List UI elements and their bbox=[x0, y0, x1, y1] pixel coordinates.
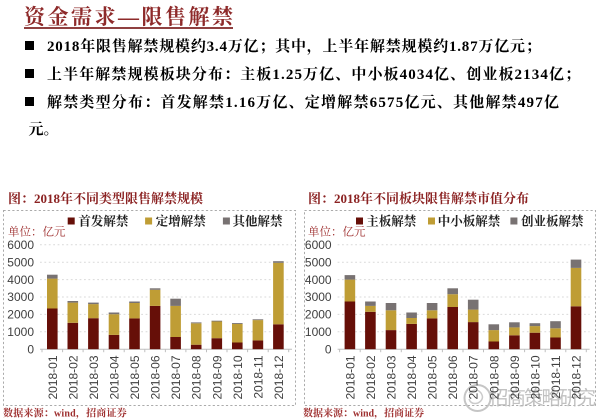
svg-text:2018-05: 2018-05 bbox=[128, 355, 142, 399]
svg-text:2018-04: 2018-04 bbox=[405, 355, 419, 399]
svg-text:单位：亿元: 单位：亿元 bbox=[8, 226, 66, 239]
svg-text:定增解禁: 定增解禁 bbox=[156, 214, 207, 229]
svg-text:其他解禁: 其他解禁 bbox=[233, 214, 284, 229]
svg-text:2018-06: 2018-06 bbox=[446, 355, 460, 399]
svg-text:0: 0 bbox=[27, 342, 34, 356]
svg-text:数据来源：wind，招商证券: 数据来源：wind，招商证券 bbox=[3, 407, 127, 419]
svg-text:6000: 6000 bbox=[7, 238, 34, 252]
svg-text:6000: 6000 bbox=[305, 238, 332, 252]
svg-text:2018-10: 2018-10 bbox=[528, 355, 542, 399]
svg-text:招商策略研究: 招商策略研究 bbox=[489, 388, 596, 410]
svg-text:1000: 1000 bbox=[7, 325, 34, 339]
svg-text:2018-08: 2018-08 bbox=[487, 355, 501, 399]
svg-text:3000: 3000 bbox=[305, 290, 332, 304]
svg-text:2018-08: 2018-08 bbox=[190, 355, 204, 399]
svg-text:1000: 1000 bbox=[305, 325, 332, 339]
svg-text:2018-01: 2018-01 bbox=[46, 355, 60, 399]
svg-text:2000: 2000 bbox=[305, 308, 332, 322]
svg-text:5000: 5000 bbox=[305, 255, 332, 269]
svg-text:2018-02: 2018-02 bbox=[66, 355, 80, 399]
svg-text:2000: 2000 bbox=[7, 308, 34, 322]
svg-text:2018-10: 2018-10 bbox=[231, 355, 245, 399]
svg-text:2018-12: 2018-12 bbox=[272, 355, 286, 399]
svg-text:单位：亿元: 单位：亿元 bbox=[308, 226, 366, 239]
svg-text:2018-05: 2018-05 bbox=[426, 355, 440, 399]
svg-text:3000: 3000 bbox=[7, 290, 34, 304]
svg-text:2018-12: 2018-12 bbox=[570, 355, 584, 399]
svg-text:2018-02: 2018-02 bbox=[364, 355, 378, 399]
svg-text:创业板解禁: 创业板解禁 bbox=[521, 214, 584, 229]
svg-text:主板解禁: 主板解禁 bbox=[366, 214, 417, 229]
svg-text:0: 0 bbox=[325, 342, 332, 356]
svg-text:2018-11: 2018-11 bbox=[251, 355, 265, 398]
svg-text:2018-11: 2018-11 bbox=[549, 355, 563, 398]
svg-text:2018-01: 2018-01 bbox=[343, 355, 357, 399]
svg-text:2018-07: 2018-07 bbox=[169, 355, 183, 399]
svg-text:首发解禁: 首发解禁 bbox=[78, 214, 129, 229]
svg-text:4000: 4000 bbox=[305, 273, 332, 287]
svg-text:2018-03: 2018-03 bbox=[87, 355, 101, 399]
svg-text:2018-03: 2018-03 bbox=[385, 355, 399, 399]
svg-text:2018-06: 2018-06 bbox=[149, 355, 163, 399]
svg-text:2018-09: 2018-09 bbox=[508, 355, 522, 399]
svg-text:5000: 5000 bbox=[7, 255, 34, 269]
svg-text:2018-04: 2018-04 bbox=[108, 355, 122, 399]
svg-text:数据来源：wind，招商证券: 数据来源：wind，招商证券 bbox=[303, 407, 424, 419]
svg-text:2018-07: 2018-07 bbox=[467, 355, 481, 399]
svg-text:中小板解禁: 中小板解禁 bbox=[438, 214, 501, 229]
svg-text:2018-09: 2018-09 bbox=[210, 355, 224, 399]
svg-text:4000: 4000 bbox=[7, 273, 34, 287]
